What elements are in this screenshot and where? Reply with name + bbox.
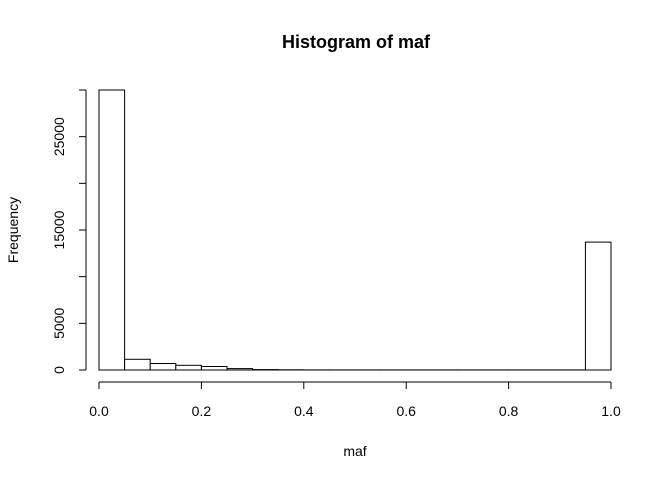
y-axis-label: Frequency <box>5 197 21 263</box>
histogram-bar <box>226 368 254 371</box>
x-tick-label: 0.8 <box>499 403 519 419</box>
histogram-bar <box>175 364 202 371</box>
y-tick-label: 25000 <box>51 117 67 156</box>
histogram-bar <box>149 363 177 371</box>
x-tick-label: 0.0 <box>89 403 109 419</box>
x-axis: 0.0 0.2 0.4 0.6 0.8 1.0 <box>89 381 621 419</box>
histogram-bar <box>200 366 228 371</box>
x-tick-label: 0.6 <box>396 403 416 419</box>
y-tick-label: 15000 <box>51 210 67 249</box>
x-tick-label: 1.0 <box>601 403 621 419</box>
y-tick-label: 0 <box>51 366 67 374</box>
x-axis-label: maf <box>343 443 366 459</box>
x-tick-label: 0.2 <box>192 403 212 419</box>
histogram-bar <box>98 89 126 371</box>
x-tick-label: 0.4 <box>294 403 314 419</box>
histogram-bar <box>124 358 151 371</box>
histogram-bar <box>584 241 612 371</box>
bars-group <box>98 89 612 371</box>
y-axis: 0 5000 15000 25000 <box>51 89 87 374</box>
y-tick-label: 5000 <box>51 308 67 339</box>
chart-title: Histogram of maf <box>282 32 431 52</box>
